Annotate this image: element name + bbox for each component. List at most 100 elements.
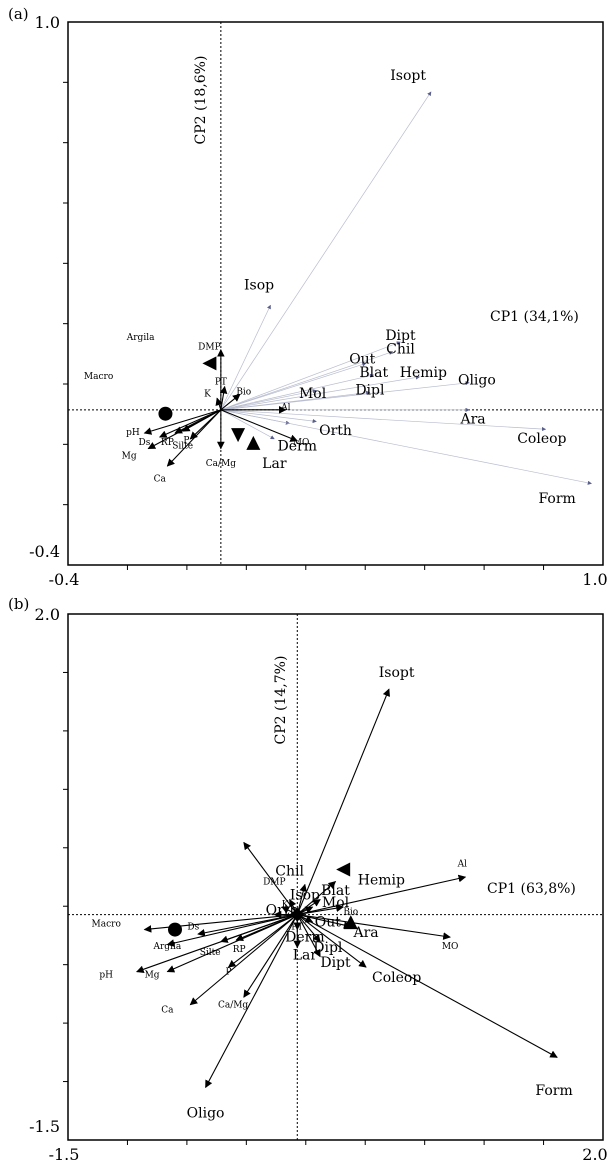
taxa-label-dipl: Dipl xyxy=(355,382,385,398)
taxa-label-derm: Derm xyxy=(285,930,324,946)
env-label-pt: PT xyxy=(215,378,227,388)
x-tick-label-min: -1.5 xyxy=(49,1145,80,1164)
taxa-label-isop: Isop xyxy=(290,888,320,904)
x-tick-label-max: 2.0 xyxy=(582,1145,607,1164)
taxa-vector-dipt xyxy=(220,341,401,411)
env-vector-silte xyxy=(220,914,298,943)
taxa-vector-hemip xyxy=(296,881,337,915)
site-marker-triangle-left xyxy=(336,862,351,877)
axis1-label: CP1 (63,8%) xyxy=(487,881,576,897)
taxa-label-dipt: Dipt xyxy=(320,955,351,971)
taxa-label-isopt: Isopt xyxy=(390,68,426,84)
taxa-vector-isop xyxy=(220,304,271,411)
taxa-vector-out xyxy=(220,362,367,411)
taxa-vector-oligo xyxy=(205,914,298,1089)
taxa-vector-coleop xyxy=(220,409,547,432)
taxa-vector-mol xyxy=(220,389,317,411)
taxa-label-dipl: Dipl xyxy=(313,940,343,956)
env-label-silte: Silte xyxy=(172,442,193,452)
taxa-vector-coleop xyxy=(296,914,367,968)
env-label-ph: pH xyxy=(99,971,113,981)
env-label-ca-mg: Ca/Mg xyxy=(206,459,236,469)
taxa-vector-hemip xyxy=(220,375,420,411)
env-label-p: P xyxy=(183,436,189,446)
env-label-k: K xyxy=(282,900,289,910)
taxa-vector-orth xyxy=(220,409,317,424)
env-label-mg: Mg xyxy=(122,451,137,461)
taxa-label-oligo: Oligo xyxy=(187,1105,225,1121)
taxa-vector-lar xyxy=(220,409,275,440)
plot-frame xyxy=(67,613,604,1141)
env-label-dmp: DMP xyxy=(263,878,286,888)
env-vector-k xyxy=(215,397,223,411)
env-label-rp: RP xyxy=(233,945,246,955)
taxa-label-orth: Orth xyxy=(319,423,352,439)
env-vector-bio xyxy=(297,904,344,916)
env-label-bio: Bio xyxy=(343,908,358,918)
env-vector-ca-mg xyxy=(243,914,298,998)
taxa-label-out: Out xyxy=(315,915,341,931)
taxa-label-form: Form xyxy=(538,491,575,507)
taxa-vector-blat xyxy=(220,373,375,411)
env-label-k: K xyxy=(204,389,211,399)
site-marker-triangle-up xyxy=(246,435,261,450)
taxa-label-hemip: Hemip xyxy=(400,365,447,381)
taxa-label-mol: Mol xyxy=(299,386,327,402)
env-vector-mo xyxy=(297,914,451,940)
taxa-label-chil: Chil xyxy=(275,863,304,879)
taxa-label-dipt: Dipt xyxy=(385,328,416,344)
env-label-rp: RP xyxy=(161,438,174,448)
env-label-p: P xyxy=(225,968,231,978)
taxa-vector-isopt xyxy=(220,91,432,411)
env-vector-mo xyxy=(220,409,298,442)
panel-label: (b) xyxy=(8,595,29,613)
panel-b: (b) -1.5 2.0 2.0 -1.5 CP1 (63,8%) CP2 (14,7%) A… xyxy=(8,595,608,1164)
taxa-vector-ara xyxy=(297,914,352,929)
taxa-label-orth: Orth xyxy=(266,903,299,919)
y-tick-label-max: 1.0 xyxy=(35,13,60,32)
taxa-label-isopt: Isopt xyxy=(379,665,415,681)
taxa-label-hemip: Hemip xyxy=(358,873,405,889)
env-vector-rp xyxy=(235,914,298,942)
taxa-label-chil: Chil xyxy=(386,342,415,358)
plot-frame xyxy=(67,21,604,566)
taxa-vector-dipt xyxy=(296,914,321,958)
taxa-vector-dipl xyxy=(220,390,371,411)
env-vector-ca xyxy=(189,914,298,1006)
site-marker-triangle-up xyxy=(343,915,358,930)
env-vector-al xyxy=(297,874,467,916)
env-label-mg: Mg xyxy=(145,971,160,981)
axis2-label: CP2 (18,6%) xyxy=(193,56,209,145)
taxa-label-mol: Mol xyxy=(322,895,350,911)
env-label-ca: Ca xyxy=(154,475,167,485)
env-vector-ph xyxy=(143,409,222,435)
env-label-dmp: DMP xyxy=(198,343,221,353)
env-vector-mg xyxy=(147,409,222,450)
env-label-al: Al xyxy=(280,403,290,413)
site-marker-triangle-left xyxy=(202,356,217,371)
taxa-label-lar: Lar xyxy=(262,456,287,472)
axis2-label: CP2 (14,7%) xyxy=(273,656,289,745)
taxa-vector-form xyxy=(297,914,558,1058)
taxa-label-form: Form xyxy=(535,1083,572,1099)
taxa-label-oligo: Oligo xyxy=(458,373,496,389)
env-label-pt: PT xyxy=(291,923,303,933)
x-tick-label-min: -0.4 xyxy=(49,570,80,589)
env-label-macro: Macro xyxy=(84,372,113,382)
env-label-ca: Ca xyxy=(161,1005,174,1015)
env-vector-argila xyxy=(166,914,298,947)
env-vector-p xyxy=(227,914,298,968)
x-tick-label-max: 1.0 xyxy=(582,570,607,589)
env-vector-dmp xyxy=(243,841,298,915)
env-vector-ds xyxy=(159,409,222,438)
taxa-label-coleop: Coleop xyxy=(517,431,566,447)
env-label-ds: Ds xyxy=(139,438,151,448)
taxa-label-lar: Lar xyxy=(293,948,318,964)
env-label-al: Al xyxy=(457,859,467,869)
taxa-label-blat: Blat xyxy=(359,365,388,381)
taxa-vector-chil xyxy=(220,350,394,411)
env-vector-ds xyxy=(197,914,298,937)
env-label-ds: Ds xyxy=(187,923,199,933)
axis1-label: CP1 (34,1%) xyxy=(490,309,579,325)
